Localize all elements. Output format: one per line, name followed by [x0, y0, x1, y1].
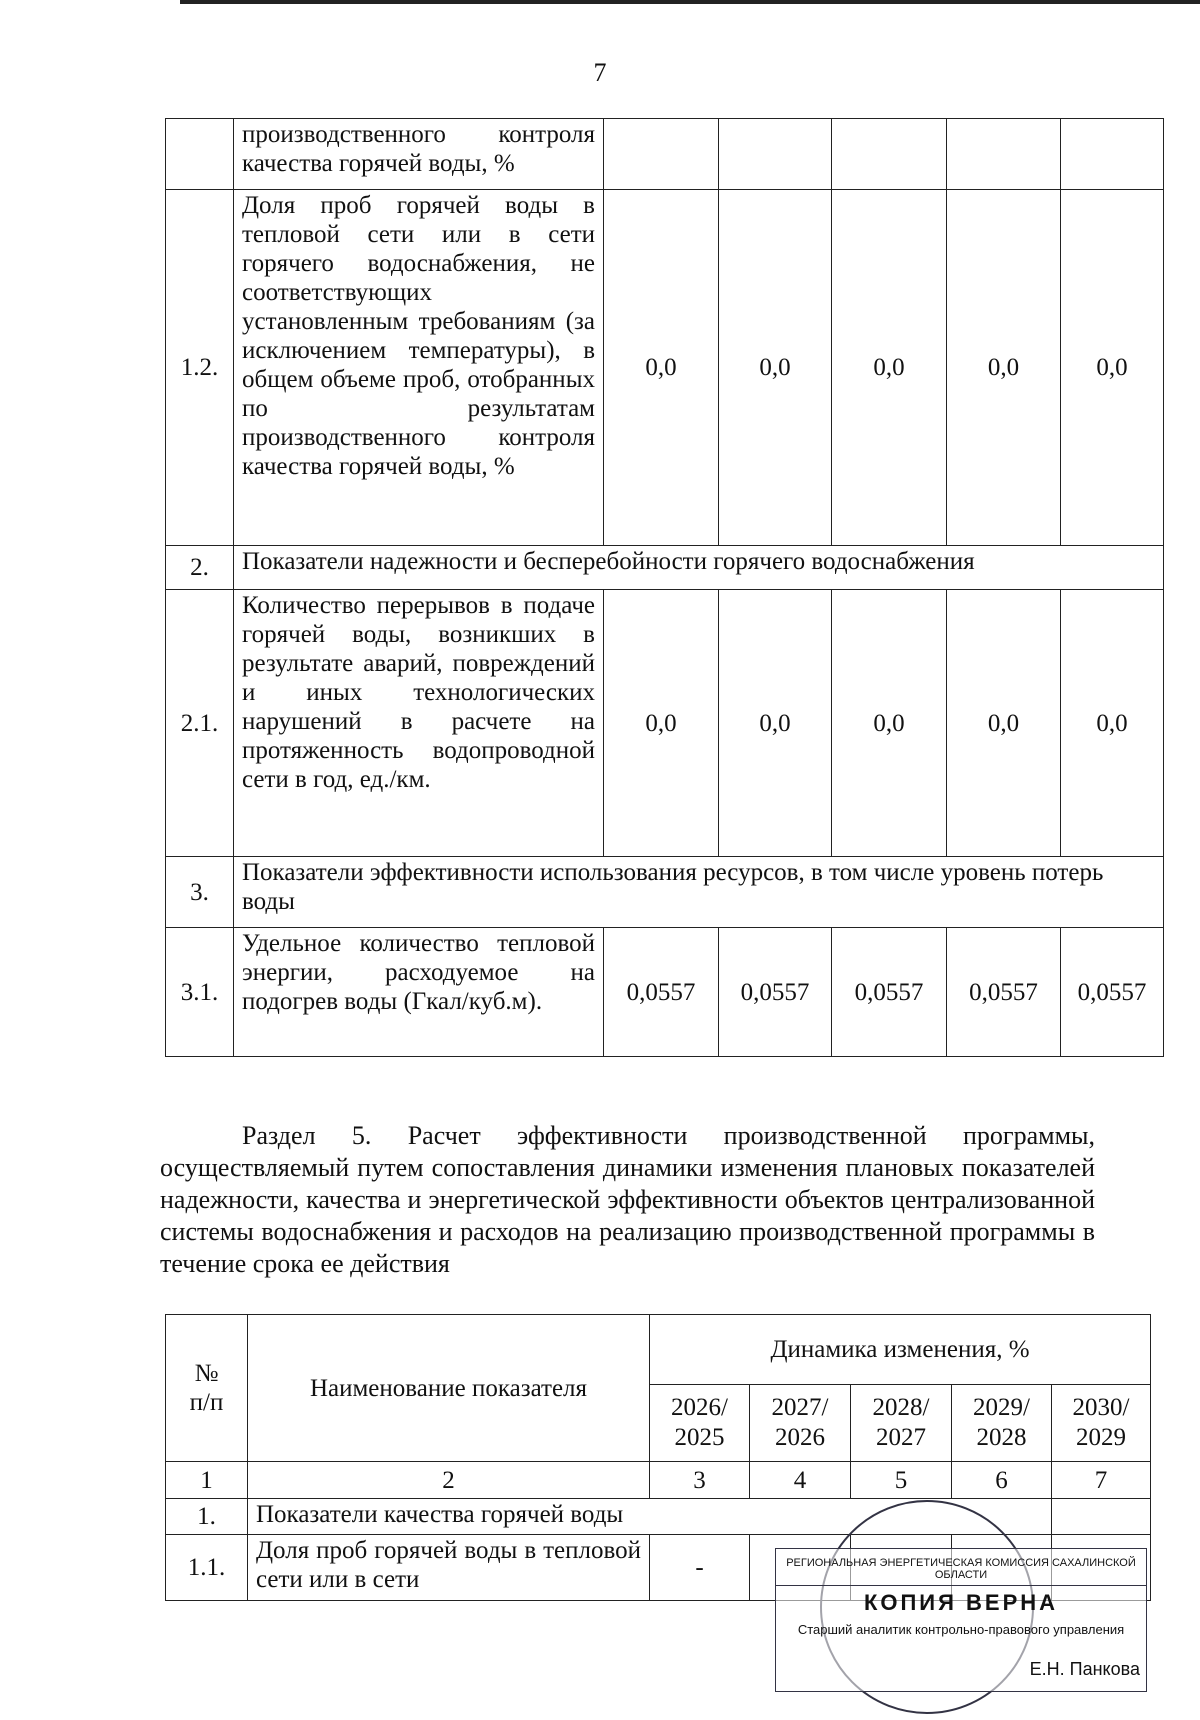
- column-number: 3: [649, 1461, 750, 1499]
- value-cell: 0,0: [603, 589, 719, 857]
- table-row: 2.1. Количество перерывов в подаче горяче…: [165, 589, 1164, 857]
- table-dynamics: № п/п Наименование показателя Динамика изм…: [165, 1314, 1151, 1601]
- stamp-organization: РЕГИОНАЛЬНАЯ ЭНЕРГЕТИЧЕСКАЯ КОМИССИЯ САХ…: [776, 1557, 1146, 1586]
- indicator-name: Доля проб горячей воды в тепловой сети и…: [233, 189, 604, 546]
- value-cell: 0,0: [1060, 189, 1164, 546]
- stamp-position: Старший аналитик контрольно-правового уп…: [797, 1622, 1125, 1637]
- column-number: 6: [951, 1461, 1052, 1499]
- value-cell: 0,0: [946, 189, 1061, 546]
- column-number: 7: [1051, 1461, 1151, 1499]
- indicator-name: Доля проб горячей воды в тепловой сети и…: [247, 1534, 650, 1601]
- row-number: 2.1.: [165, 589, 234, 857]
- header-period: 2029/ 2028: [951, 1384, 1052, 1462]
- page-number: 7: [593, 58, 607, 87]
- stamp-signer: Е.Н. Панкова: [1029, 1659, 1140, 1679]
- value-cell: [946, 118, 1061, 190]
- header-name: Наименование показателя: [247, 1314, 650, 1462]
- section-name: Показатели надежности и бесперебойности …: [233, 545, 1164, 590]
- table-row: производственного контроля качества горя…: [165, 118, 1164, 190]
- row-number: 1.1.: [165, 1534, 248, 1601]
- value-cell: 0,0557: [603, 927, 719, 1057]
- column-number: 2: [247, 1461, 650, 1499]
- column-number: 4: [749, 1461, 851, 1499]
- empty-cell: [1051, 1498, 1151, 1535]
- table-row: 2. Показатели надежности и бесперебойност…: [165, 545, 1164, 590]
- indicator-name: Количество перерывов в подаче горячей во…: [233, 589, 604, 857]
- header-row: № п/п Наименование показателя Динамика изм…: [165, 1314, 1151, 1462]
- value-cell: 0,0557: [946, 927, 1061, 1057]
- column-number: 1: [165, 1461, 248, 1499]
- value-cell: 0,0: [718, 189, 832, 546]
- table-indicators: производственного контроля качества горя…: [165, 118, 1164, 1057]
- row-number: 3.: [165, 856, 234, 928]
- value-cell: 0,0: [831, 589, 947, 857]
- value-cell: [603, 118, 719, 190]
- table-row: 3. Показатели эффективности использования…: [165, 856, 1164, 928]
- value-cell: 0,0: [1060, 589, 1164, 857]
- indicator-name: производственного контроля качества горя…: [233, 118, 604, 190]
- value-cell: 0,0: [603, 189, 719, 546]
- header-period: 2028/ 2027: [850, 1384, 952, 1462]
- header-group: Динамика изменения, %: [649, 1314, 1151, 1385]
- row-number: 2.: [165, 545, 234, 590]
- value-cell: [718, 118, 832, 190]
- header-period: 2027/ 2026: [749, 1384, 851, 1462]
- value-cell: 0,0557: [718, 927, 832, 1057]
- value-cell: 0,0557: [1060, 927, 1164, 1057]
- stamp-box: РЕГИОНАЛЬНАЯ ЭНЕРГЕТИЧЕСКАЯ КОМИССИЯ САХ…: [775, 1548, 1147, 1692]
- section-name: Показатели эффективности использования р…: [233, 856, 1164, 928]
- value-cell: 0,0: [831, 189, 947, 546]
- table-row: 1. Показатели качества горячей воды: [165, 1498, 1151, 1535]
- column-number: 5: [850, 1461, 952, 1499]
- value-cell: [831, 118, 947, 190]
- table-row: 3.1. Удельное количество тепловой энергии…: [165, 927, 1164, 1057]
- stamp-mark: КОПИЯ ВЕРНА: [863, 1590, 1059, 1615]
- value-cell: [1060, 118, 1164, 190]
- value-cell: 0,0557: [831, 927, 947, 1057]
- header-period: 2026/ 2025: [649, 1384, 750, 1462]
- row-number: [165, 118, 234, 190]
- header-number: № п/п: [165, 1314, 248, 1462]
- row-number: 1.: [165, 1498, 248, 1535]
- row-number: 1.2.: [165, 189, 234, 546]
- value-cell: 0,0: [718, 589, 832, 857]
- header-period: 2030/ 2029: [1051, 1384, 1151, 1462]
- value-cell: 0,0: [946, 589, 1061, 857]
- header-row: 2026/ 2025 2027/ 2026 2028/ 2027 2029/ 2028…: [166, 1384, 1151, 1462]
- indicator-name: Удельное количество тепловой энергии, ра…: [233, 927, 604, 1057]
- section-text: Раздел 5. Расчет эффективности производс…: [160, 1121, 1095, 1278]
- row-number: 3.1.: [165, 927, 234, 1057]
- value-cell: -: [649, 1534, 750, 1601]
- table-row: 1.2. Доля проб горячей воды в тепловой се…: [165, 189, 1164, 546]
- scan-edge: [180, 0, 1200, 4]
